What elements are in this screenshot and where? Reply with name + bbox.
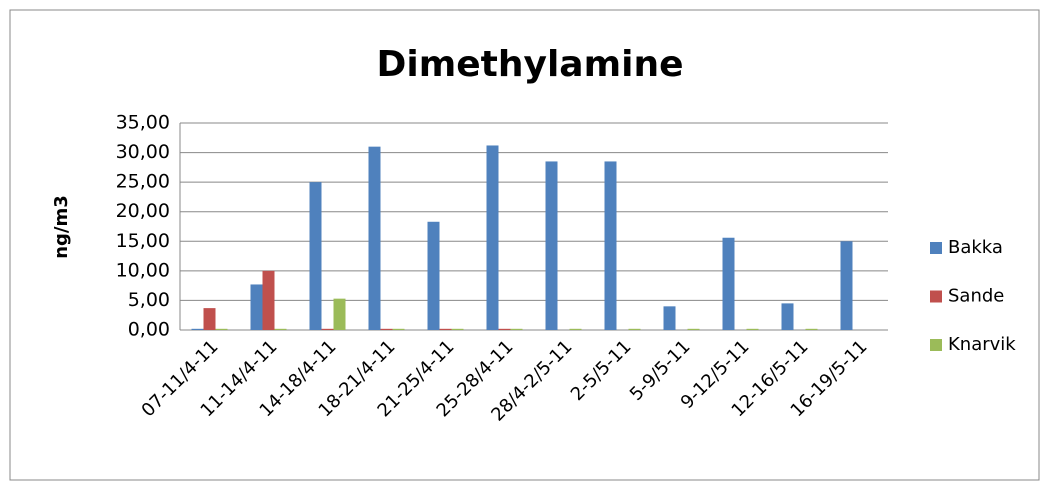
y-tick-label: 10,00 — [116, 259, 170, 281]
y-tick-label: 0,00 — [128, 319, 170, 341]
bar — [510, 328, 523, 330]
y-tick-label: 25,00 — [116, 171, 170, 193]
bar — [392, 328, 405, 330]
bar — [628, 328, 641, 330]
legend-swatch — [930, 290, 942, 303]
bar — [274, 328, 287, 330]
y-axis-title: ng/m3 — [51, 195, 72, 259]
bar — [368, 146, 381, 330]
bar — [486, 145, 499, 330]
bar — [781, 303, 794, 330]
bar — [805, 328, 818, 330]
bar — [333, 298, 346, 330]
bar — [262, 270, 275, 330]
bar — [746, 328, 759, 330]
legend-swatch — [930, 242, 942, 254]
bar — [427, 221, 440, 330]
legend-label: Bakka — [948, 237, 1003, 258]
bar — [687, 328, 700, 330]
legend-label: Knarvik — [948, 334, 1016, 355]
bar — [215, 328, 228, 330]
bar — [722, 237, 735, 330]
bar — [604, 161, 617, 330]
bar — [380, 328, 393, 330]
bar — [203, 308, 216, 330]
bar — [545, 161, 558, 330]
y-tick-label: 15,00 — [116, 230, 170, 252]
y-tick-label: 30,00 — [116, 141, 170, 163]
bar — [498, 328, 511, 330]
bar — [569, 328, 582, 330]
y-tick-label: 35,00 — [116, 112, 170, 134]
legend-label: Sande — [948, 286, 1004, 307]
legend-swatch — [930, 339, 942, 351]
bar — [321, 328, 334, 330]
bar — [840, 241, 853, 330]
y-tick-label: 5,00 — [128, 289, 170, 311]
chart-title: Dimethylamine — [377, 44, 684, 85]
bar — [663, 306, 676, 330]
bar — [250, 284, 263, 330]
bar — [439, 328, 452, 330]
bar — [309, 182, 322, 330]
y-tick-label: 20,00 — [116, 200, 170, 222]
bar — [451, 328, 464, 330]
bar — [191, 328, 204, 330]
chart-border — [9, 9, 1040, 481]
